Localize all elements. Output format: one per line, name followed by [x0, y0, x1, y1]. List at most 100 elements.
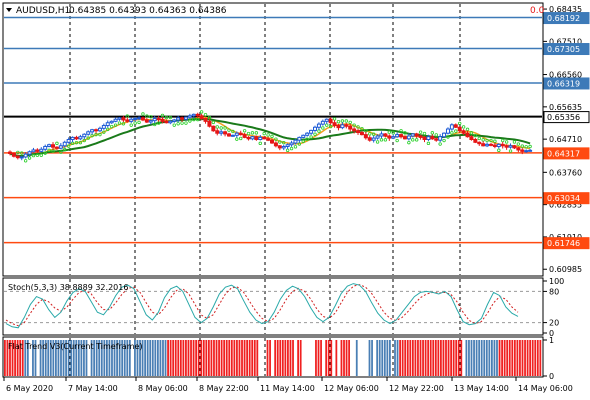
candle-body	[375, 135, 380, 139]
time-tick-label: 13 May 14:00	[454, 384, 509, 393]
psar-dot	[469, 131, 474, 135]
histogram-bar	[475, 340, 478, 376]
histogram-bar	[116, 340, 118, 376]
histogram-bar	[376, 340, 379, 376]
histogram-bar	[72, 340, 75, 376]
candle-body	[74, 136, 79, 140]
sub-window-value: 0.0	[530, 6, 545, 16]
histogram-bar	[228, 340, 231, 376]
candle-body	[477, 141, 482, 145]
histogram-bar	[483, 340, 486, 376]
psar-dot	[430, 131, 435, 135]
time-axis: 6 May 2020 7 May 14:00 8 May 06:00 8 May 22…	[3, 377, 573, 393]
candle-body	[422, 136, 427, 140]
histogram-bar	[424, 340, 427, 376]
psar-dot	[43, 151, 47, 155]
candle-body	[473, 139, 478, 143]
histogram-bar	[519, 340, 521, 376]
histogram-bar	[320, 340, 322, 376]
price-tick-label: 0.63760	[549, 168, 582, 177]
histogram-bar	[108, 340, 111, 376]
candle-body	[172, 119, 177, 122]
histogram-bar	[11, 340, 14, 376]
level-tag-label: 0.61746	[547, 239, 580, 248]
candle-body	[58, 145, 63, 149]
dropdown-triangle-icon[interactable]	[6, 8, 12, 12]
candle-body	[207, 120, 212, 127]
flat-trend-histogram: 10	[4, 336, 554, 381]
psar-dot	[20, 151, 24, 155]
level-tag	[543, 43, 590, 56]
candle-body	[528, 149, 533, 152]
psar-dot	[254, 131, 259, 135]
psar-dot	[434, 133, 438, 137]
histogram-bar	[289, 340, 292, 376]
candle-body	[289, 142, 294, 146]
histogram-bar	[149, 340, 152, 376]
histogram-bar	[207, 340, 210, 376]
candle-body	[438, 136, 443, 141]
histogram-bar	[159, 340, 162, 376]
psar-dot	[137, 120, 141, 125]
histogram-bar	[225, 340, 228, 376]
histogram-bar	[164, 340, 167, 376]
psar-dot	[262, 131, 266, 136]
psar-dot	[129, 123, 133, 127]
histogram-bar	[480, 340, 483, 376]
histogram-bar	[238, 340, 241, 376]
candle-body	[500, 143, 505, 147]
histogram-bar	[419, 340, 422, 376]
candle-body	[281, 145, 286, 149]
level-tag-label: 0.65356	[547, 113, 580, 122]
candle-body	[371, 137, 376, 141]
histogram-bar	[506, 340, 509, 376]
psar-dot	[497, 148, 501, 153]
histogram-bar	[205, 340, 208, 376]
candle-body	[379, 133, 384, 137]
histogram-bar	[536, 340, 539, 376]
psar-dot	[438, 142, 442, 146]
psar-dot	[113, 123, 118, 127]
histogram-bar	[343, 340, 345, 376]
level-tag-label: 0.68192	[547, 14, 580, 23]
candle-body	[328, 118, 333, 124]
candle-body	[418, 135, 423, 138]
candle-body	[47, 144, 52, 147]
candle-body	[234, 132, 239, 136]
price-tick-label: 0.60985	[549, 265, 582, 274]
candle-body	[156, 118, 161, 121]
histogram-bar	[460, 340, 463, 376]
histogram-bar	[190, 340, 192, 376]
histogram-bar	[167, 340, 169, 376]
psar-dot	[352, 123, 356, 127]
stoch-tick-label: 100	[549, 277, 564, 286]
histogram-bar	[378, 340, 381, 376]
psar-dot	[293, 145, 298, 149]
candle-body	[105, 122, 110, 127]
stochastic-pane[interactable]	[2, 277, 544, 336]
histogram-bar	[215, 340, 218, 376]
psar-dot	[231, 129, 235, 134]
candle-body	[86, 131, 91, 135]
histogram-bar	[246, 340, 249, 376]
candle-body	[426, 136, 431, 141]
psar-dot	[489, 138, 493, 143]
candle-body	[344, 124, 349, 127]
histogram-bar	[253, 340, 256, 376]
candle-body	[129, 118, 134, 122]
histogram-bar	[146, 340, 149, 376]
candle-body	[363, 134, 368, 139]
histogram-bar	[121, 340, 124, 376]
histogram-bar	[21, 340, 24, 376]
psar-dot	[149, 115, 153, 119]
histogram-bar	[508, 340, 511, 376]
psar-dot	[461, 125, 466, 129]
psar-dot	[508, 149, 513, 153]
candle-body	[492, 144, 497, 147]
psar-dot	[391, 131, 395, 135]
psar-dot	[47, 148, 51, 153]
candle-body	[199, 115, 204, 120]
psar-dot	[305, 137, 309, 141]
histogram-bar	[26, 340, 29, 376]
